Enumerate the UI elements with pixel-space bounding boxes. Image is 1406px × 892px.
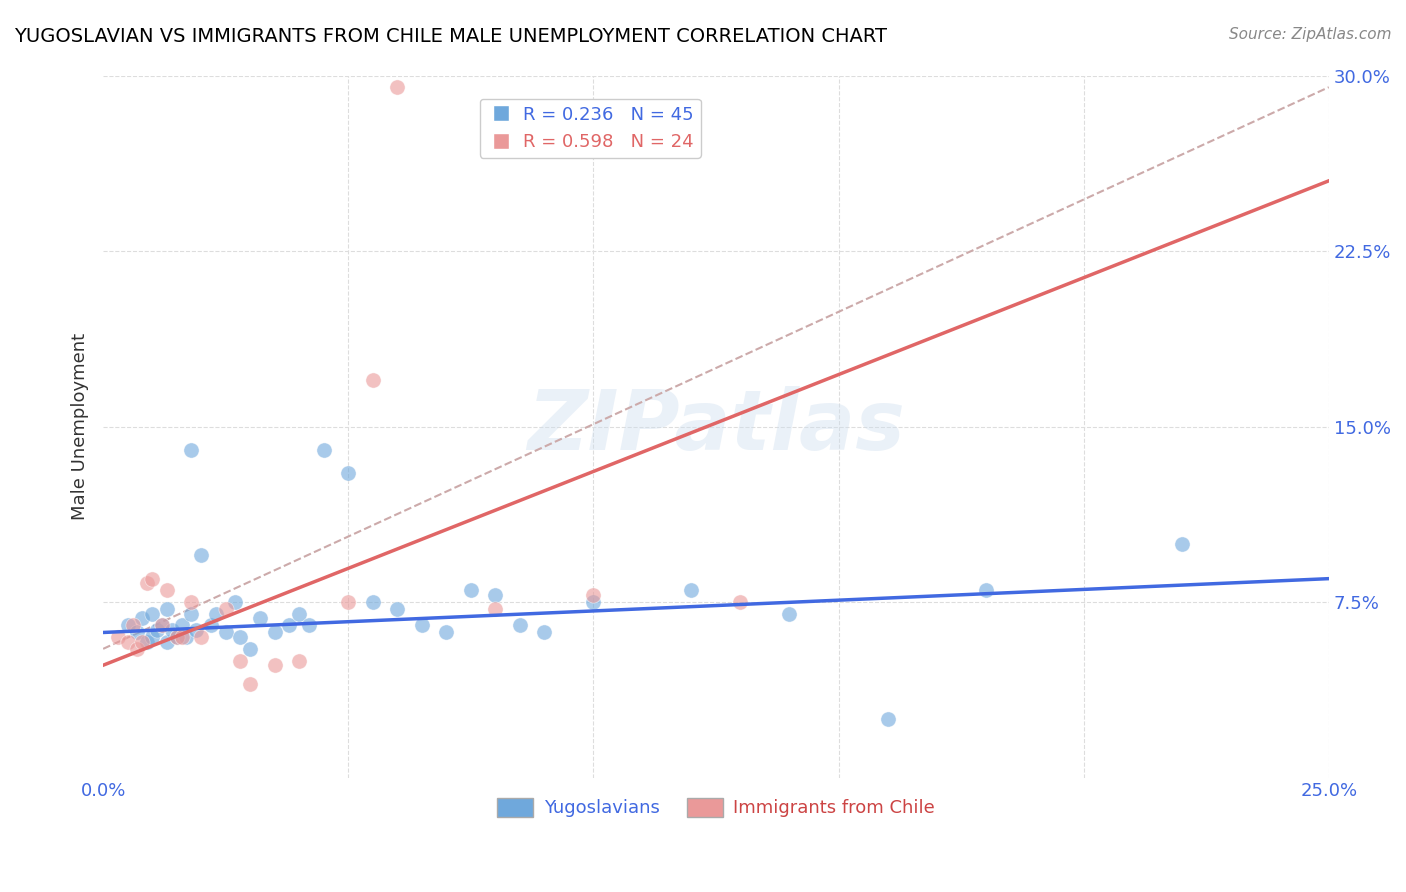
Point bbox=[150, 618, 173, 632]
Point bbox=[337, 467, 360, 481]
Point bbox=[411, 618, 433, 632]
Point bbox=[156, 635, 179, 649]
Point bbox=[200, 618, 222, 632]
Point bbox=[160, 623, 183, 637]
Point bbox=[141, 607, 163, 621]
Point bbox=[361, 373, 384, 387]
Text: Source: ZipAtlas.com: Source: ZipAtlas.com bbox=[1229, 27, 1392, 42]
Point bbox=[876, 712, 898, 726]
Point bbox=[730, 595, 752, 609]
Point bbox=[131, 635, 153, 649]
Point bbox=[387, 602, 409, 616]
Point bbox=[190, 548, 212, 562]
Point bbox=[484, 602, 506, 616]
Point bbox=[131, 611, 153, 625]
Point bbox=[166, 630, 188, 644]
Point bbox=[239, 677, 262, 691]
Text: YUGOSLAVIAN VS IMMIGRANTS FROM CHILE MALE UNEMPLOYMENT CORRELATION CHART: YUGOSLAVIAN VS IMMIGRANTS FROM CHILE MAL… bbox=[14, 27, 887, 45]
Point bbox=[127, 625, 149, 640]
Point bbox=[387, 80, 409, 95]
Point bbox=[263, 658, 285, 673]
Point bbox=[156, 583, 179, 598]
Point bbox=[249, 611, 271, 625]
Text: ZIPatlas: ZIPatlas bbox=[527, 386, 905, 467]
Point bbox=[582, 595, 605, 609]
Point bbox=[533, 625, 555, 640]
Point bbox=[278, 618, 301, 632]
Point bbox=[582, 588, 605, 602]
Point bbox=[146, 623, 169, 637]
Point bbox=[974, 583, 997, 598]
Point bbox=[229, 630, 252, 644]
Point bbox=[288, 654, 311, 668]
Point bbox=[136, 635, 159, 649]
Point bbox=[263, 625, 285, 640]
Point bbox=[107, 630, 129, 644]
Point bbox=[186, 623, 208, 637]
Point bbox=[434, 625, 457, 640]
Point bbox=[117, 618, 139, 632]
Point bbox=[127, 641, 149, 656]
Point bbox=[509, 618, 531, 632]
Point bbox=[141, 630, 163, 644]
Point bbox=[141, 572, 163, 586]
Point bbox=[150, 618, 173, 632]
Legend: Yugoslavians, Immigrants from Chile: Yugoslavians, Immigrants from Chile bbox=[489, 791, 942, 825]
Point bbox=[312, 442, 335, 457]
Point bbox=[121, 618, 143, 632]
Point bbox=[460, 583, 482, 598]
Point bbox=[337, 595, 360, 609]
Point bbox=[681, 583, 703, 598]
Point bbox=[484, 588, 506, 602]
Point bbox=[361, 595, 384, 609]
Point bbox=[176, 630, 198, 644]
Point bbox=[229, 654, 252, 668]
Point bbox=[215, 625, 238, 640]
Point bbox=[298, 618, 321, 632]
Point bbox=[205, 607, 228, 621]
Point bbox=[288, 607, 311, 621]
Point bbox=[239, 641, 262, 656]
Point bbox=[180, 607, 202, 621]
Point bbox=[166, 630, 188, 644]
Point bbox=[156, 602, 179, 616]
Point bbox=[170, 618, 193, 632]
Point bbox=[117, 635, 139, 649]
Point bbox=[136, 576, 159, 591]
Point bbox=[779, 607, 801, 621]
Point bbox=[224, 595, 246, 609]
Y-axis label: Male Unemployment: Male Unemployment bbox=[72, 333, 89, 520]
Point bbox=[1170, 536, 1192, 550]
Point bbox=[180, 442, 202, 457]
Point bbox=[170, 630, 193, 644]
Point bbox=[215, 602, 238, 616]
Point bbox=[180, 595, 202, 609]
Point bbox=[190, 630, 212, 644]
